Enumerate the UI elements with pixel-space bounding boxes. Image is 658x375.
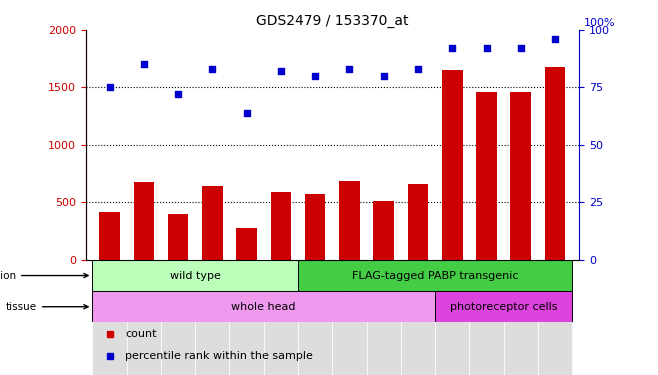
Bar	[195, 260, 230, 375]
Bar	[264, 260, 298, 375]
Text: percentile rank within the sample: percentile rank within the sample	[125, 351, 313, 361]
Point	[481, 45, 492, 51]
Text: count: count	[125, 328, 157, 339]
Point	[413, 66, 423, 72]
Bar	[545, 67, 565, 260]
Bar	[339, 181, 360, 260]
Bar	[270, 192, 291, 260]
Text: wild type: wild type	[170, 270, 220, 280]
Text: genotype/variation: genotype/variation	[0, 270, 88, 280]
Bar	[332, 260, 367, 375]
Bar	[305, 194, 326, 260]
Bar	[92, 260, 298, 291]
Bar	[373, 201, 394, 260]
Bar	[538, 260, 572, 375]
Bar	[469, 260, 503, 375]
Bar	[92, 260, 126, 375]
Point	[310, 73, 320, 79]
Point	[344, 66, 355, 72]
Bar	[202, 186, 222, 260]
Bar	[503, 260, 538, 375]
Bar	[298, 260, 572, 291]
Text: whole head: whole head	[232, 302, 296, 312]
Text: tissue: tissue	[6, 302, 88, 312]
Bar	[92, 291, 435, 322]
Bar	[435, 260, 469, 375]
Bar	[401, 260, 435, 375]
Bar	[161, 260, 195, 375]
Bar	[435, 291, 572, 322]
Bar	[511, 92, 531, 260]
Bar	[408, 184, 428, 260]
Text: 100%: 100%	[584, 18, 616, 28]
Point	[515, 45, 526, 51]
Bar	[134, 182, 154, 260]
Bar	[99, 211, 120, 260]
Point	[447, 45, 457, 51]
Bar	[442, 70, 463, 260]
Point	[276, 68, 286, 74]
Bar	[367, 260, 401, 375]
Bar	[298, 260, 332, 375]
Bar	[236, 228, 257, 260]
Point	[550, 36, 561, 42]
Bar	[230, 260, 264, 375]
Bar	[168, 214, 188, 260]
Point	[139, 62, 149, 68]
Point	[378, 73, 389, 79]
Point	[241, 110, 252, 116]
Bar	[126, 260, 161, 375]
Text: photoreceptor cells: photoreceptor cells	[450, 302, 557, 312]
Bar	[476, 92, 497, 260]
Point	[104, 84, 114, 90]
Point	[207, 66, 218, 72]
Text: FLAG-tagged PABP transgenic: FLAG-tagged PABP transgenic	[352, 270, 519, 280]
Point	[173, 92, 184, 98]
Title: GDS2479 / 153370_at: GDS2479 / 153370_at	[256, 13, 409, 28]
